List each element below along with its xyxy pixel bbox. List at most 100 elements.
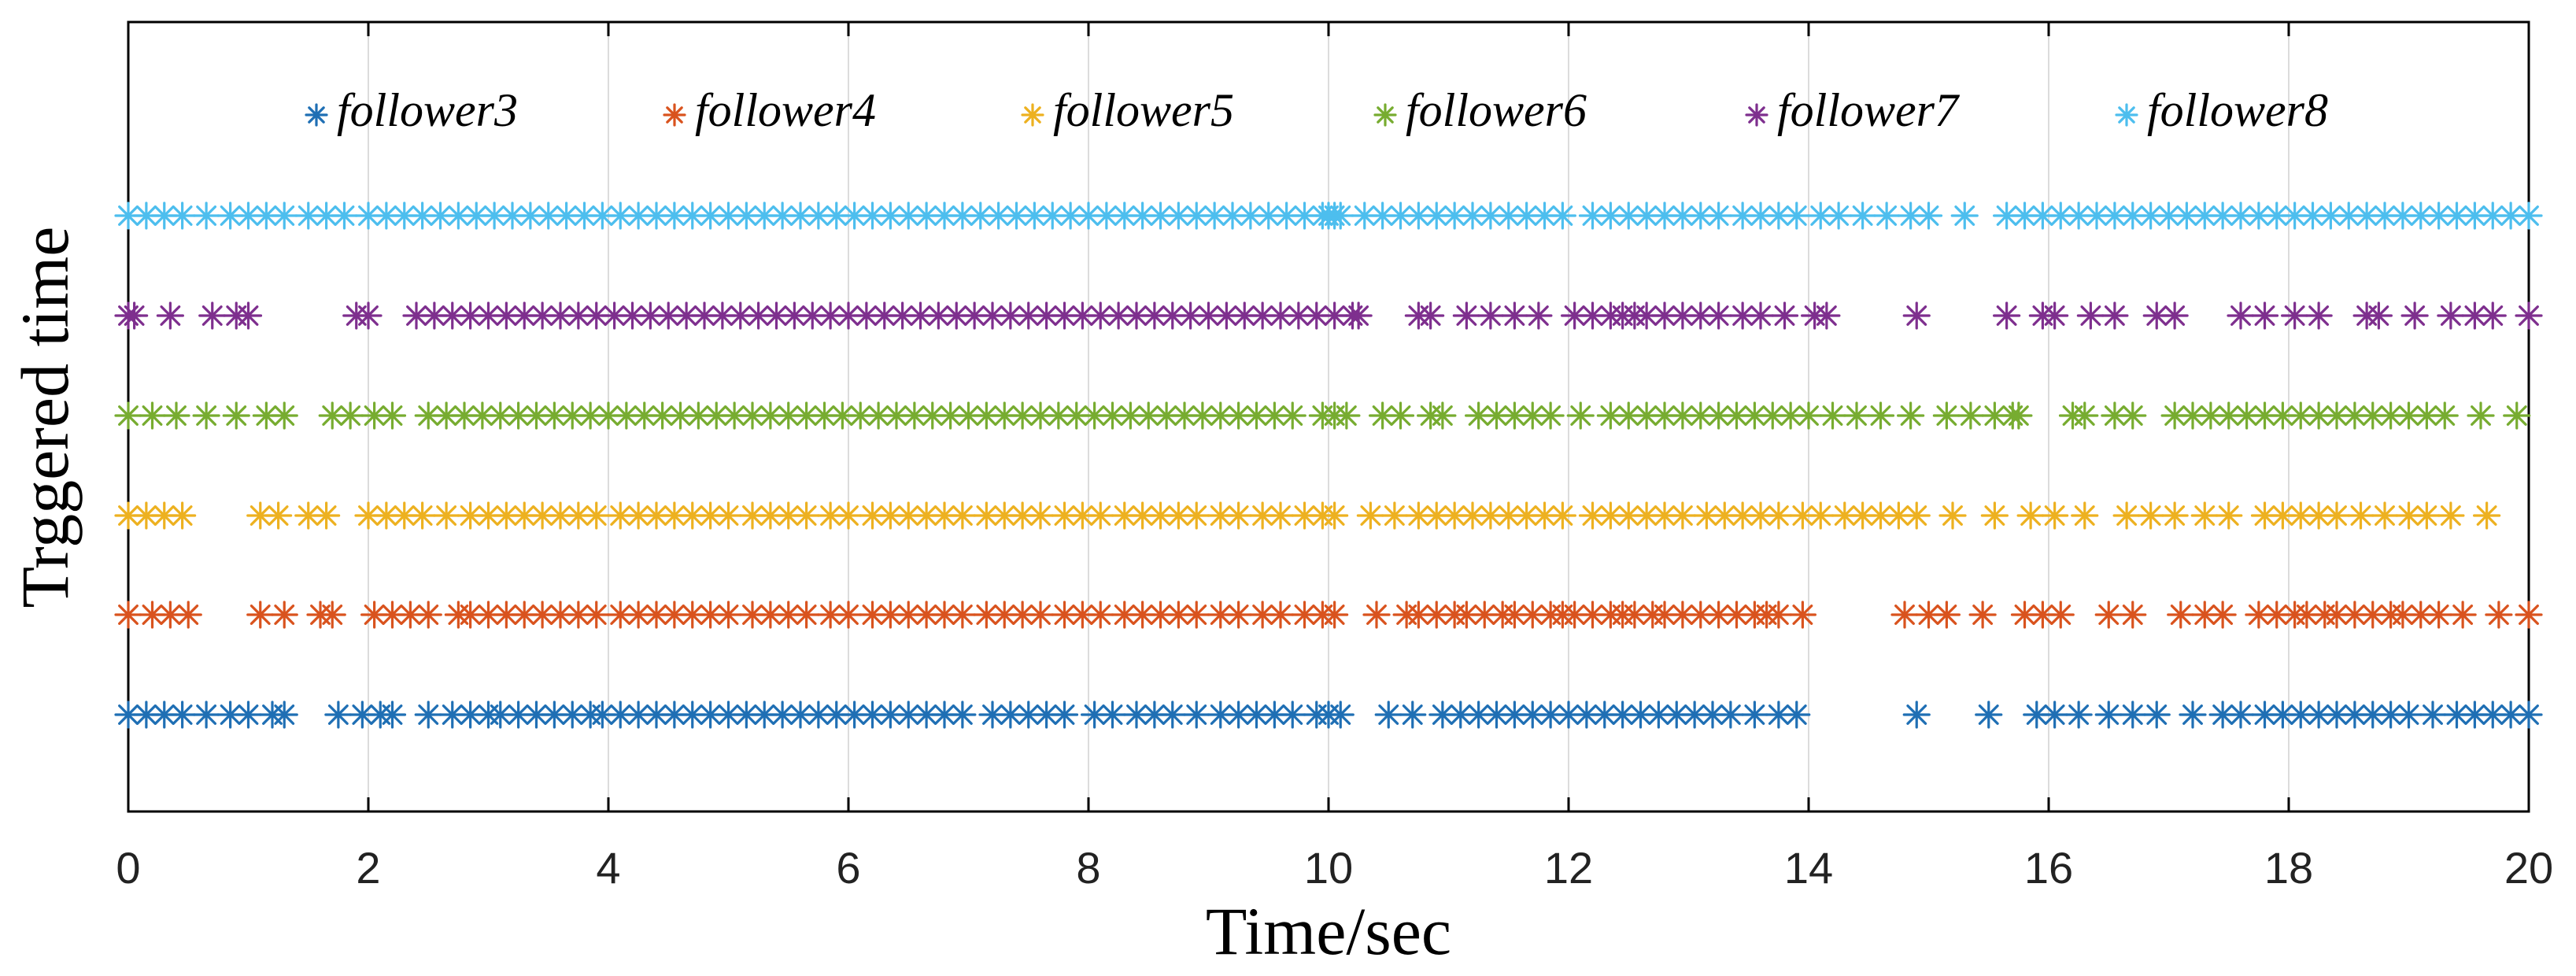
data-point (1902, 501, 1931, 530)
data-point (1705, 301, 1733, 330)
data-point (2041, 301, 2069, 330)
data-point (1465, 401, 1493, 430)
data-point (948, 701, 977, 729)
data-point (1111, 201, 1139, 230)
data-point (1993, 201, 2021, 230)
data-point (1417, 301, 1445, 330)
data-point (1897, 201, 1925, 230)
data-point (2400, 301, 2429, 330)
data-point (438, 301, 467, 330)
data-point (1344, 301, 1373, 330)
data-point (1476, 201, 1505, 230)
data-point (1728, 501, 1757, 530)
data-point (222, 401, 250, 430)
data-point (2250, 301, 2279, 330)
data-point (1033, 301, 1061, 330)
data-point (1765, 501, 1793, 530)
data-point (2503, 401, 2531, 430)
x-tick-label: 10 (1304, 843, 1353, 893)
data-point (2346, 501, 2375, 530)
data-point (1152, 401, 1181, 430)
data-point (834, 301, 863, 330)
data-point (1525, 301, 1553, 330)
data-point (1129, 501, 1157, 530)
data-point (168, 201, 197, 230)
data-point (985, 201, 1013, 230)
data-point (1813, 301, 1841, 330)
data-point (2094, 601, 2123, 629)
data-point (1326, 201, 1355, 230)
data-point (2250, 401, 2279, 430)
data-point (192, 701, 220, 729)
data-point (1806, 501, 1835, 530)
data-point (654, 301, 682, 330)
data-point (2437, 301, 2465, 330)
data-point (252, 201, 280, 230)
legend-item-follower4: follower4 (663, 84, 876, 136)
data-point (642, 501, 671, 530)
legend-marker (2115, 103, 2138, 127)
legend-marker (1021, 103, 1044, 127)
data-point (198, 301, 227, 330)
data-point (852, 301, 881, 330)
data-point (793, 501, 821, 530)
data-point (793, 401, 821, 430)
data-point (1566, 401, 1595, 430)
data-point (2071, 401, 2099, 430)
data-point (2419, 701, 2447, 729)
data-point (642, 201, 671, 230)
data-point (1351, 201, 1379, 230)
data-point (324, 701, 353, 729)
data-point (858, 701, 887, 729)
data-point (2341, 601, 2369, 629)
data-point (1225, 601, 1253, 629)
legend: follower3 follower4 follower5 follower6 foll… (305, 84, 2328, 136)
data-point (1932, 601, 1961, 629)
legend-marker (305, 103, 328, 127)
data-point (1086, 501, 1114, 530)
data-point (1902, 701, 1931, 729)
data-point (1758, 401, 1787, 430)
data-point (2323, 501, 2351, 530)
data-point (270, 201, 298, 230)
data-point (1722, 601, 1751, 629)
data-point (414, 701, 442, 729)
data-point (1356, 501, 1384, 530)
data-point (714, 601, 743, 629)
data-point (2377, 701, 2405, 729)
data-point (2227, 701, 2255, 729)
data-point (2172, 201, 2201, 230)
data-point (1872, 201, 1901, 230)
legend-item-follower8: follower8 (2115, 84, 2328, 136)
data-point (1968, 601, 1997, 629)
data-point (1386, 401, 1415, 430)
data-point (1561, 301, 1589, 330)
data-point (246, 601, 275, 629)
data-point (2304, 301, 2333, 330)
data-point (1332, 401, 1361, 430)
x-axis-title: Time/sec (1206, 893, 1451, 969)
data-point (2394, 701, 2423, 729)
data-point (834, 501, 863, 530)
data-point (546, 301, 575, 330)
data-point (2142, 301, 2171, 330)
data-point (2473, 501, 2501, 530)
data-point (162, 401, 190, 430)
data-point (1476, 301, 1505, 330)
data-point (1849, 201, 1877, 230)
data-point (2364, 301, 2393, 330)
data-point (2208, 601, 2237, 629)
data-point (786, 201, 815, 230)
data-point (2227, 201, 2255, 230)
data-point (1159, 701, 1187, 729)
data-point (732, 701, 760, 729)
data-point (1770, 301, 1799, 330)
data-point (1536, 401, 1565, 430)
data-point (408, 201, 437, 230)
y-axis-title: Trggered time (7, 227, 83, 608)
data-point (1842, 401, 1871, 430)
data-point (2010, 201, 2039, 230)
data-point (1266, 601, 1295, 629)
data-point (234, 701, 263, 729)
legend-label: follower3 (337, 84, 518, 136)
